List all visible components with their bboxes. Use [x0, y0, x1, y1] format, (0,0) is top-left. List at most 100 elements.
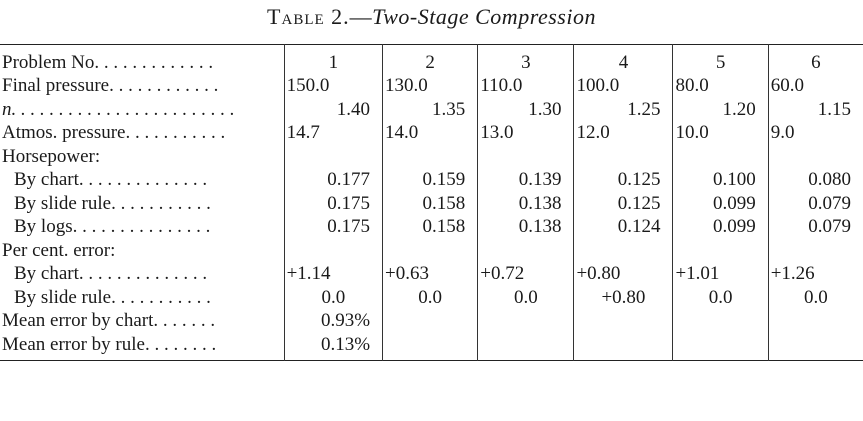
- column-header: 3: [477, 44, 575, 74]
- column-header: 6: [811, 52, 821, 73]
- table-cell: 0.124: [573, 215, 674, 239]
- row-label: Problem No. . . . . . . . . . . . .: [0, 44, 285, 74]
- table-cell: 0.079: [808, 216, 851, 238]
- table-cell: [477, 309, 575, 333]
- table-cell: 1.25: [573, 97, 674, 121]
- table-cell: [768, 239, 863, 263]
- table-cell: [284, 238, 384, 262]
- table-row-hp-by-logs: By logs. . . . . . . . . . . . . . . 0.1…: [0, 215, 863, 239]
- table-cell: 60.0: [770, 75, 804, 97]
- table-cell: [477, 332, 575, 360]
- table-cell: [382, 238, 479, 262]
- table-cell: 1.15: [817, 98, 851, 120]
- table-cell: 0.079: [808, 192, 851, 214]
- table-cell: 14.0: [382, 121, 479, 145]
- table-cell: 0.159: [382, 168, 479, 192]
- table-cell: 1.35: [382, 97, 479, 121]
- table-cell: 130.0: [382, 74, 479, 98]
- table-row-error-by-slide-rule: By slide rule. . . . . . . . . . . 0.0 0…: [0, 285, 863, 309]
- table-cell: +0.72: [477, 262, 575, 286]
- table-cell: 100.0: [573, 74, 674, 98]
- table-row-horsepower-heading: Horsepower:: [0, 144, 863, 169]
- table-cell: [768, 145, 863, 169]
- table-cell: [382, 309, 479, 333]
- table-row-error-by-chart: By chart. . . . . . . . . . . . . . +1.1…: [0, 262, 863, 286]
- table-number: Table 2.: [267, 4, 350, 29]
- table-cell: 0.138: [477, 215, 575, 239]
- table-cell: 0.0: [672, 285, 769, 309]
- table-cell: [672, 309, 769, 333]
- table-row-mean-error-chart: Mean error by chart. . . . . . . 0.93%: [0, 309, 863, 333]
- table-row-n: n. . . . . . . . . . . . . . . . . . . .…: [0, 97, 863, 121]
- table-cell: [768, 333, 863, 361]
- table-cell: [382, 332, 479, 360]
- section-label: Per cent. error:: [0, 238, 285, 262]
- table-cell: 0.0: [284, 285, 384, 309]
- table-cell: 0.0: [477, 285, 575, 309]
- table-cell: +0.80: [573, 262, 674, 286]
- table-cell: 150.0: [284, 74, 384, 98]
- row-label: By chart. . . . . . . . . . . . . .: [0, 168, 285, 192]
- table-cell: [573, 332, 674, 360]
- table-name: Two-Stage Compression: [372, 4, 596, 29]
- table-row-final-pressure: Final pressure. . . . . . . . . . . . 15…: [0, 74, 863, 98]
- table-cell: 0.080: [808, 169, 851, 191]
- table-cell: 0.13%: [284, 332, 384, 360]
- n-label: n. . . . . . . . . . . . . . . . . . . .…: [2, 98, 235, 120]
- table-cell: 0.099: [672, 215, 769, 239]
- table-cell: 80.0: [672, 74, 769, 98]
- table-row-problem-no: Problem No. . . . . . . . . . . . . 1 2 …: [0, 44, 863, 74]
- table-cell: 12.0: [573, 121, 674, 145]
- table-cell: +1.01: [672, 262, 769, 286]
- table-cell: 0.099: [672, 191, 769, 215]
- table-cell: 0.175: [284, 215, 384, 239]
- row-label: n. . . . . . . . . . . . . . . . . . . .…: [0, 97, 285, 121]
- section-label: Horsepower:: [0, 144, 285, 168]
- table-cell: [573, 144, 674, 168]
- table-cell: [382, 144, 479, 168]
- table-cell: 10.0: [672, 121, 769, 145]
- table-cell: [477, 238, 575, 262]
- table-cell: [573, 238, 674, 262]
- table-cell: 0.138: [477, 191, 575, 215]
- table-cell: +1.26: [770, 263, 815, 285]
- table-cell: 0.100: [672, 168, 769, 192]
- table-row-error-heading: Per cent. error:: [0, 238, 863, 263]
- row-label: By slide rule. . . . . . . . . . .: [0, 285, 285, 309]
- table-cell: 0.125: [573, 191, 674, 215]
- table-cell: 1.20: [672, 97, 769, 121]
- table-cell: 0.175: [284, 191, 384, 215]
- table-cell: 13.0: [477, 121, 575, 145]
- table-cell: [672, 332, 769, 360]
- column-header: 4: [573, 44, 674, 74]
- table-cell: 0.139: [477, 168, 575, 192]
- table-cell: 0.93%: [284, 309, 384, 333]
- column-header: 5: [672, 44, 769, 74]
- table-row-mean-error-rule: Mean error by rule. . . . . . . . 0.13%: [0, 332, 863, 361]
- table-cell: [768, 309, 863, 333]
- row-label: Final pressure. . . . . . . . . . . .: [0, 74, 285, 98]
- table-cell: [573, 309, 674, 333]
- column-header: 1: [284, 44, 384, 74]
- row-label: Atmos. pressure. . . . . . . . . . .: [0, 121, 285, 145]
- table-cell: +1.14: [284, 262, 384, 286]
- table-cell: 0.0: [382, 285, 479, 309]
- table-cell: 0.0: [803, 286, 828, 308]
- table-cell: 1.40: [284, 97, 384, 121]
- table-row-atmos-pressure: Atmos. pressure. . . . . . . . . . . 14.…: [0, 121, 863, 145]
- table-row-hp-by-slide-rule: By slide rule. . . . . . . . . . . 0.175…: [0, 191, 863, 215]
- row-label: Mean error by rule. . . . . . . .: [0, 332, 285, 360]
- table-cell: 0.158: [382, 215, 479, 239]
- table-cell: +0.80: [573, 285, 674, 309]
- table-cell: 14.7: [284, 121, 384, 145]
- table-cell: +0.63: [382, 262, 479, 286]
- table-cell: 0.125: [573, 168, 674, 192]
- row-label: By slide rule. . . . . . . . . . .: [0, 191, 285, 215]
- title-dash: —: [349, 4, 373, 29]
- column-header: 2: [382, 44, 479, 74]
- row-label: Mean error by chart. . . . . . .: [0, 309, 285, 333]
- table-cell: [672, 238, 769, 262]
- table-cell: [672, 144, 769, 168]
- table-title: Table 2.—Two-Stage Compression: [0, 4, 863, 30]
- table-cell: 1.30: [477, 97, 575, 121]
